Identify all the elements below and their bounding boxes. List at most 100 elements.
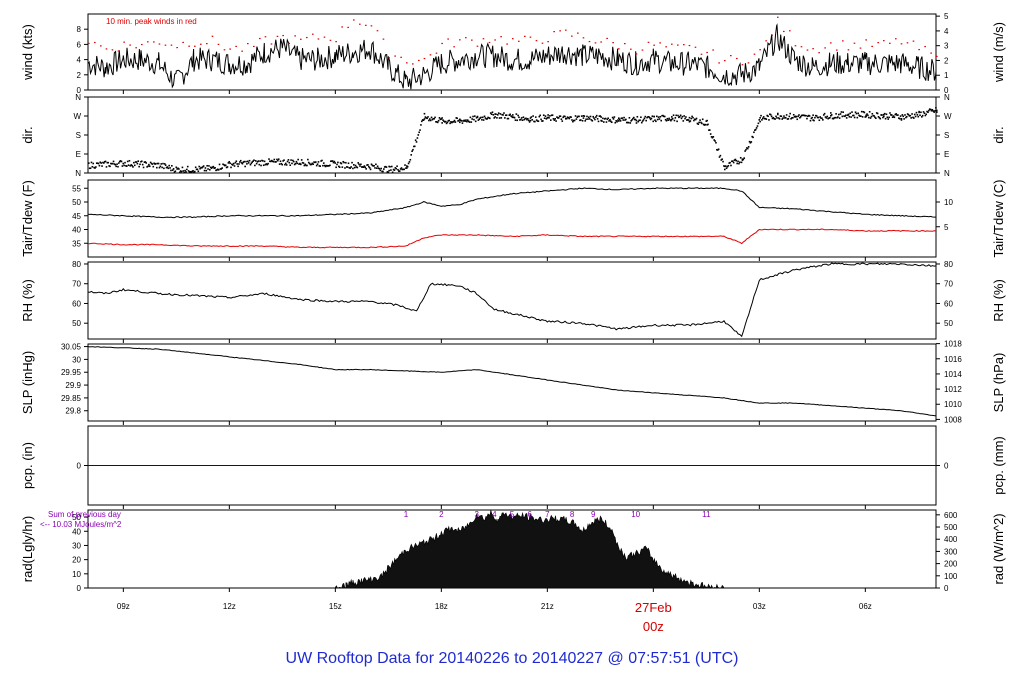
direction-point bbox=[860, 115, 862, 117]
direction-point bbox=[101, 165, 103, 167]
peak-wind-point bbox=[865, 39, 867, 41]
direction-point bbox=[499, 113, 502, 115]
direction-point bbox=[567, 116, 570, 119]
direction-point bbox=[107, 161, 110, 164]
direction-point bbox=[94, 167, 96, 169]
direction-point bbox=[888, 116, 890, 119]
y-tick-label-left: 30.05 bbox=[61, 343, 82, 352]
direction-point bbox=[801, 114, 804, 117]
direction-point bbox=[341, 166, 344, 168]
direction-point bbox=[216, 168, 219, 171]
direction-point bbox=[814, 114, 817, 117]
direction-point bbox=[859, 115, 861, 117]
direction-point bbox=[363, 165, 366, 167]
direction-point bbox=[817, 116, 820, 119]
peak-wind-point bbox=[895, 38, 897, 40]
peak-wind-point bbox=[211, 35, 214, 37]
direction-point bbox=[383, 166, 386, 168]
direction-point bbox=[797, 115, 799, 118]
direction-point bbox=[519, 119, 521, 121]
peak-wind-point bbox=[418, 59, 420, 62]
direction-point bbox=[306, 164, 308, 167]
direction-point bbox=[706, 124, 708, 126]
y-tick-label-left: 10 bbox=[72, 570, 81, 579]
direction-point bbox=[292, 159, 294, 162]
direction-point bbox=[822, 119, 824, 121]
direction-point bbox=[638, 119, 640, 122]
direction-point bbox=[573, 119, 576, 122]
y-tick-label-left: 30 bbox=[72, 541, 81, 550]
direction-point bbox=[247, 160, 249, 163]
peak-wind-point bbox=[194, 45, 196, 47]
direction-point bbox=[345, 161, 347, 164]
direction-point bbox=[877, 115, 880, 118]
direction-point bbox=[453, 119, 456, 122]
direction-point bbox=[370, 163, 373, 166]
direction-point bbox=[624, 119, 626, 121]
direction-point bbox=[683, 115, 685, 117]
direction-point bbox=[404, 164, 406, 166]
direction-point bbox=[419, 129, 421, 131]
peak-wind-point bbox=[312, 33, 314, 35]
direction-point bbox=[538, 115, 541, 118]
y-label-left: RH (%) bbox=[20, 279, 35, 322]
direction-point bbox=[364, 166, 367, 169]
direction-point bbox=[212, 165, 215, 168]
direction-point bbox=[731, 160, 733, 163]
direction-point bbox=[246, 163, 248, 165]
peak-wind-point bbox=[836, 49, 838, 51]
direction-point bbox=[90, 161, 93, 164]
direction-point bbox=[297, 158, 299, 161]
direction-point bbox=[293, 163, 296, 166]
direction-point bbox=[467, 120, 470, 123]
y-tick-label-right: 100 bbox=[944, 572, 958, 581]
direction-point bbox=[513, 116, 516, 119]
direction-point bbox=[342, 160, 344, 163]
peak-wind-point bbox=[359, 23, 361, 25]
y-tick-label-right: W bbox=[944, 112, 952, 121]
direction-point bbox=[662, 114, 664, 117]
direction-point bbox=[464, 120, 466, 122]
y-tick-label-right: 80 bbox=[944, 260, 953, 269]
direction-point bbox=[338, 166, 341, 169]
y-label-left: Tair/Tdew (F) bbox=[20, 180, 35, 257]
direction-point bbox=[884, 117, 887, 120]
direction-point bbox=[256, 160, 259, 163]
direction-point bbox=[614, 121, 617, 124]
direction-point bbox=[350, 166, 352, 168]
direction-point bbox=[262, 164, 265, 167]
direction-point bbox=[823, 112, 826, 115]
direction-point bbox=[569, 116, 572, 118]
direction-point bbox=[494, 113, 496, 115]
direction-point bbox=[384, 165, 387, 168]
direction-point bbox=[465, 119, 467, 121]
peak-wind-point bbox=[612, 42, 614, 44]
direction-point bbox=[343, 161, 345, 164]
y-tick-label-right: 1010 bbox=[944, 400, 962, 409]
direction-point bbox=[451, 121, 454, 123]
peak-wind-point bbox=[824, 47, 826, 49]
peak-wind-point bbox=[912, 40, 915, 42]
direction-point bbox=[519, 118, 522, 121]
peak-wind-point bbox=[741, 64, 744, 66]
direction-point bbox=[435, 121, 437, 123]
direction-point bbox=[292, 160, 295, 163]
direction-point bbox=[414, 139, 417, 141]
direction-point bbox=[455, 117, 458, 119]
direction-point bbox=[653, 115, 655, 118]
direction-point bbox=[774, 118, 776, 120]
direction-point bbox=[847, 114, 850, 116]
direction-point bbox=[300, 163, 302, 166]
direction-point bbox=[252, 160, 254, 162]
direction-point bbox=[181, 166, 184, 169]
peak-wind-point bbox=[182, 41, 184, 44]
direction-point bbox=[928, 108, 931, 110]
direction-point bbox=[887, 118, 890, 120]
direction-point bbox=[174, 170, 177, 173]
y-tick-label-right: 5 bbox=[944, 223, 949, 232]
direction-point bbox=[89, 167, 92, 170]
direction-point bbox=[627, 121, 630, 124]
direction-point bbox=[127, 164, 130, 166]
direction-point bbox=[458, 119, 460, 122]
